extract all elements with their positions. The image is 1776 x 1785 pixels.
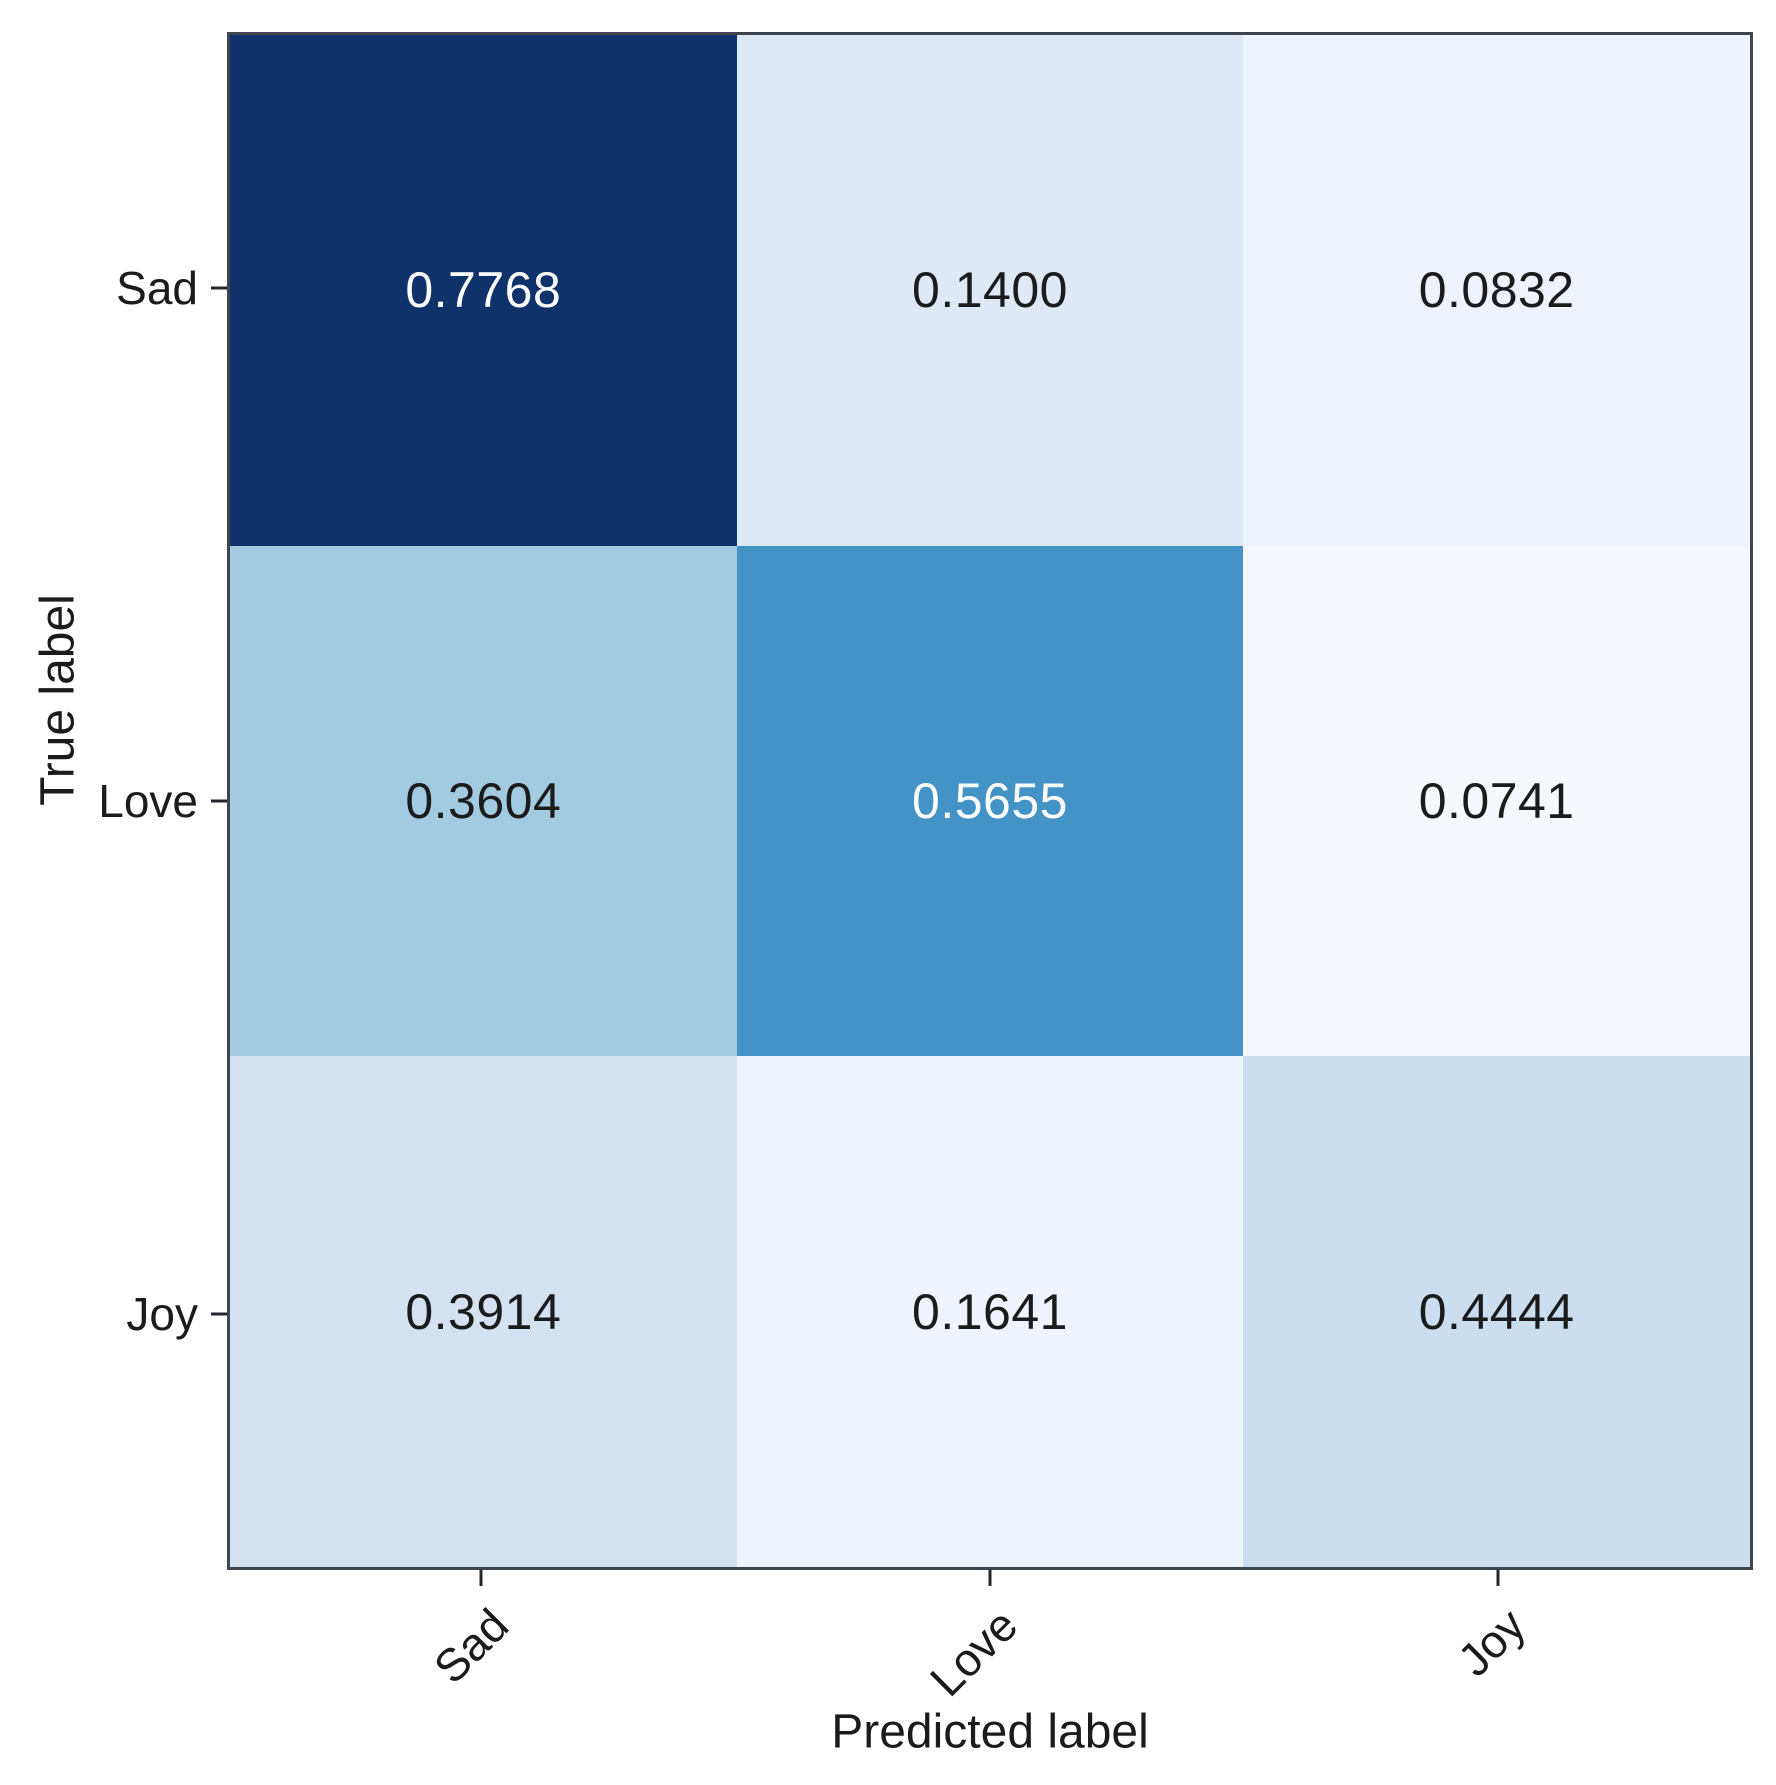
x-tick-mark	[1496, 1570, 1500, 1586]
matrix-cell: 0.7768	[230, 35, 737, 546]
x-tick-mark	[988, 1570, 992, 1586]
cell-value: 0.7768	[405, 262, 562, 319]
cell-value: 0.0741	[1418, 772, 1575, 829]
heatmap-plot: 0.7768 0.1400 0.0832 0.3604 0.5655 0.074…	[227, 32, 1753, 1570]
cell-value: 0.3914	[405, 1283, 562, 1340]
y-tick-mark	[211, 799, 227, 803]
matrix-cell: 0.0832	[1243, 35, 1750, 546]
cell-value: 0.3604	[405, 772, 562, 829]
matrix-cell: 0.1400	[736, 35, 1244, 546]
matrix-cell: 0.3914	[230, 1056, 737, 1567]
matrix-cell: 0.3604	[230, 545, 737, 1057]
x-tick-label-sad: Sad	[423, 1598, 519, 1694]
x-tick-mark	[479, 1570, 483, 1586]
matrix-cell: 0.4444	[1243, 1056, 1750, 1567]
x-tick-label-love: Love	[920, 1598, 1028, 1707]
matrix-cell: 0.0741	[1243, 545, 1750, 1057]
x-tick-label-joy: Joy	[1448, 1598, 1536, 1687]
cell-value: 0.4444	[1418, 1283, 1575, 1340]
cell-value: 0.0832	[1418, 262, 1575, 319]
y-tick-label-sad: Sad	[116, 262, 198, 314]
matrix-cell: 0.1641	[736, 1056, 1244, 1567]
y-axis-title: True label	[31, 594, 85, 806]
matrix-cell: 0.5655	[736, 545, 1244, 1057]
x-axis-title: Predicted label	[831, 1705, 1149, 1759]
cell-value: 0.1400	[912, 262, 1068, 319]
y-tick-mark	[211, 286, 227, 290]
y-tick-mark	[211, 1312, 227, 1316]
cell-value: 0.5655	[912, 772, 1068, 829]
y-tick-label-joy: Joy	[126, 1288, 198, 1340]
cell-value: 0.1641	[912, 1283, 1068, 1340]
y-tick-label-love: Love	[98, 775, 198, 827]
